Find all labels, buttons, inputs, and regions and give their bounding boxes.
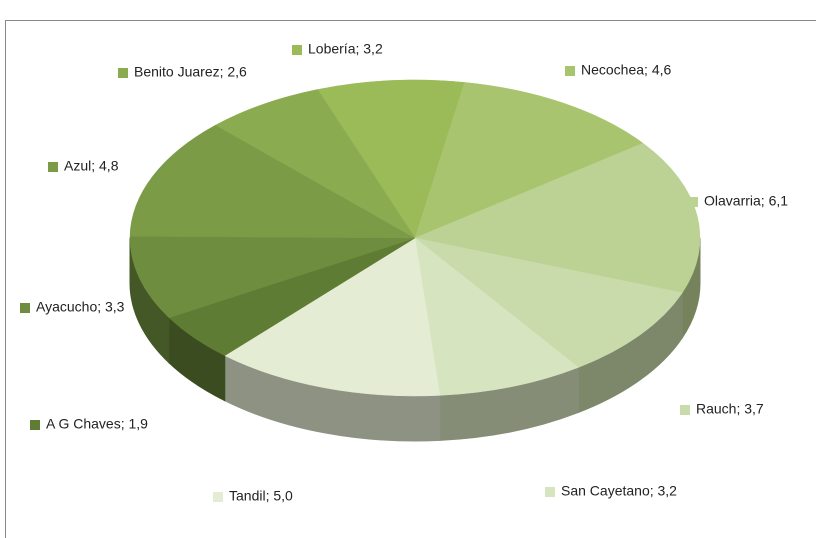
slice <box>414 237 683 368</box>
slice <box>224 237 441 397</box>
data-label: Benito Juarez; 2,6 <box>134 64 247 80</box>
slice <box>317 79 465 239</box>
data-label: Ayacucho; 3,3 <box>36 299 125 315</box>
data-label: San Cayetano; 3,2 <box>561 483 677 499</box>
legend-marker <box>680 405 690 415</box>
legend-marker <box>48 162 58 172</box>
slice <box>414 237 579 396</box>
data-label: Necochea; 4,6 <box>581 62 671 78</box>
legend-marker <box>688 197 698 207</box>
slice <box>414 142 701 294</box>
slice <box>129 236 416 319</box>
chart-frame <box>5 20 816 538</box>
data-label: Azul; 4,8 <box>64 158 119 174</box>
legend-marker <box>20 303 30 313</box>
legend-marker <box>30 420 40 430</box>
data-label: Lobería; 3,2 <box>308 41 383 57</box>
legend-marker <box>292 45 302 55</box>
slice <box>414 82 644 239</box>
legend-marker <box>118 68 128 78</box>
data-label: Tandil; 5,0 <box>229 488 293 504</box>
slice <box>215 89 416 239</box>
legend-marker <box>565 66 575 76</box>
slice <box>129 124 416 239</box>
legend-marker <box>545 487 555 497</box>
data-label: Rauch; 3,7 <box>696 401 764 417</box>
data-label: A G Chaves; 1,9 <box>46 416 148 432</box>
legend-marker <box>213 492 223 502</box>
data-label: Olavarria; 6,1 <box>704 193 788 209</box>
